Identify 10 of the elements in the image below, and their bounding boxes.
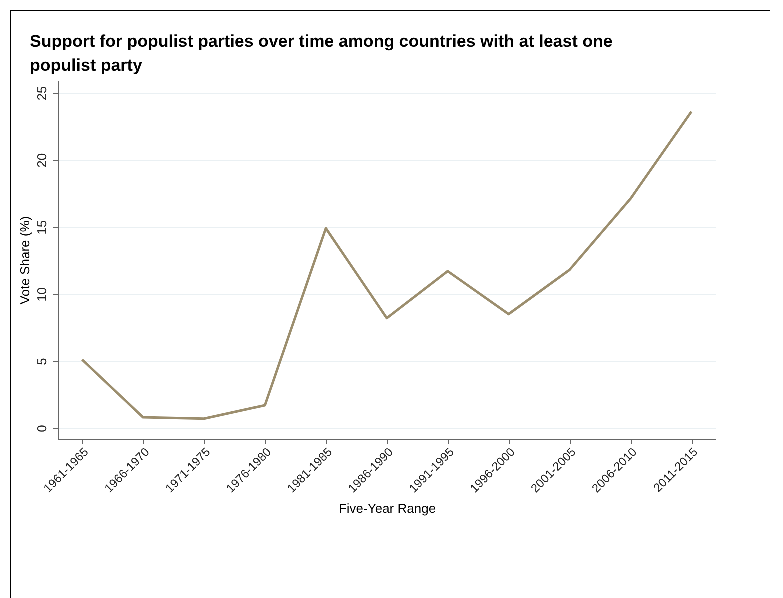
y-tick-label: 25 — [34, 86, 50, 101]
line-series — [81, 110, 693, 420]
y-tick-label: 5 — [34, 358, 50, 366]
chart-title: Support for populist parties over time among countries with at least one populist party — [30, 31, 614, 77]
y-tick-label: 10 — [34, 287, 50, 302]
x-axis-title: Five-Year Range — [338, 500, 436, 516]
y-tick-label: 15 — [34, 220, 50, 235]
y-tick-label: 20 — [34, 153, 50, 168]
y-tick-label: 0 — [34, 425, 50, 432]
y-axis-title: Vote Share (%) — [18, 216, 32, 305]
